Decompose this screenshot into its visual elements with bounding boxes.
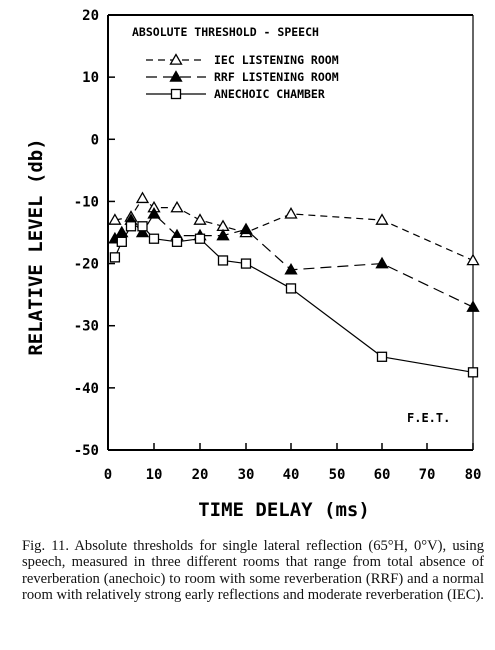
data-point <box>217 255 229 266</box>
x-axis-title: TIME DELAY (ms) <box>198 499 370 521</box>
data-point <box>240 258 252 269</box>
x-tick-label: 70 <box>419 467 436 483</box>
data-point <box>375 256 389 269</box>
y-tick-label: -50 <box>74 443 99 459</box>
y-tick-label: -30 <box>74 319 99 335</box>
data-point <box>135 225 150 238</box>
data-point <box>193 213 207 225</box>
series-line <box>114 225 474 373</box>
chart-title: ABSOLUTE THRESHOLD - SPEECH <box>132 25 319 39</box>
annotation-fet: F.E.T. <box>407 411 450 425</box>
series-line <box>114 197 474 262</box>
data-point <box>147 207 161 219</box>
data-point <box>170 88 182 100</box>
y-tick-label: -20 <box>74 257 99 273</box>
data-point <box>116 236 127 247</box>
data-point <box>376 351 388 362</box>
x-tick-label: 60 <box>374 467 391 483</box>
data-point <box>148 233 160 244</box>
data-point <box>115 225 129 238</box>
data-point <box>375 213 389 225</box>
series-layer <box>108 191 480 378</box>
x-axis-ticks: 0 10 20 30 40 50 60 70 80 <box>104 443 482 483</box>
legend-entry: IEC LISTENING ROOM <box>146 53 339 67</box>
data-point <box>109 252 121 263</box>
x-tick-label: 20 <box>192 467 209 483</box>
data-point <box>284 207 298 219</box>
threshold-chart: 20 10 0 -10 -20 -30 -40 -50 0 10 20 30 40 50 60 70 80 A… <box>25 8 482 521</box>
data-point <box>216 228 230 241</box>
data-point <box>466 300 480 312</box>
data-point <box>171 236 183 247</box>
legend: IEC LISTENING ROOM RRF LISTENING ROOM ANEC… <box>146 53 339 101</box>
data-point <box>108 213 122 225</box>
data-point <box>284 262 298 275</box>
data-point <box>170 200 184 213</box>
x-tick-label: 40 <box>283 467 300 483</box>
y-axis-ticks: 20 10 0 -10 -20 -30 -40 -50 <box>74 8 115 459</box>
legend-label: ANECHOIC CHAMBER <box>214 87 325 101</box>
x-tick-label: 0 <box>104 467 112 483</box>
data-point <box>239 222 253 235</box>
data-point <box>169 53 183 65</box>
y-tick-label: 20 <box>82 8 99 24</box>
x-tick-label: 30 <box>238 467 255 483</box>
y-tick-label: -10 <box>74 194 99 210</box>
legend-label: IEC LISTENING ROOM <box>214 53 339 67</box>
data-point <box>285 283 297 294</box>
x-tick-label: 10 <box>146 467 163 483</box>
y-tick-label: 10 <box>82 70 99 86</box>
y-axis-title: RELATIVE LEVEL (db) <box>25 138 47 355</box>
data-point <box>467 367 479 378</box>
series-3 <box>109 221 479 378</box>
data-point <box>137 221 148 232</box>
x-tick-label: 80 <box>465 467 482 483</box>
series-2 <box>108 207 480 312</box>
x-tick-label: 50 <box>329 467 346 483</box>
legend-label: RRF LISTENING ROOM <box>214 70 339 84</box>
data-point <box>466 253 480 266</box>
y-tick-label: -40 <box>74 381 99 397</box>
data-point <box>169 70 183 82</box>
y-tick-label: 0 <box>91 132 99 148</box>
legend-entry: RRF LISTENING ROOM <box>146 70 339 84</box>
legend-entry: ANECHOIC CHAMBER <box>146 87 325 101</box>
series-1 <box>108 191 480 266</box>
data-point <box>194 233 206 244</box>
data-point <box>135 191 150 204</box>
figure-caption: Fig. 11. Absolute thresholds for single … <box>22 538 484 604</box>
data-point <box>125 221 137 232</box>
